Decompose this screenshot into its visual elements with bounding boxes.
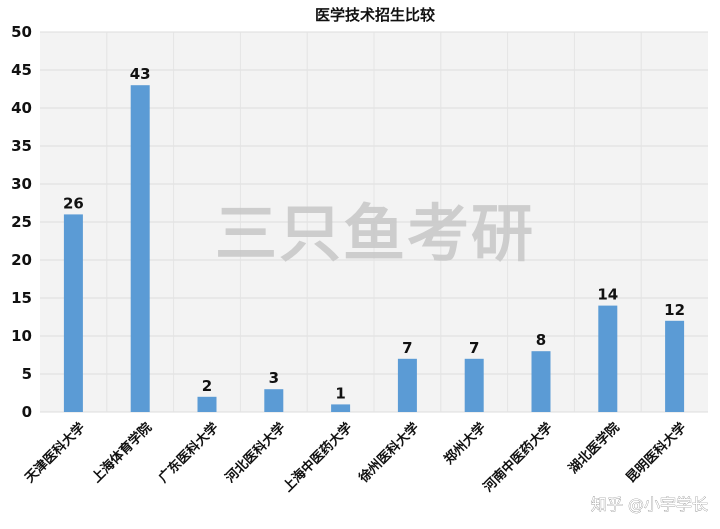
y-tick-label: 50 <box>11 23 32 41</box>
bars <box>63 85 685 412</box>
watermark: 三只鱼考研 <box>215 197 535 270</box>
y-tick-label: 45 <box>11 61 32 79</box>
x-tick-label: 上海中医药大学 <box>280 420 356 496</box>
grid-lines <box>40 31 708 413</box>
x-tick-label: 河北医科大学 <box>222 420 288 486</box>
y-tick-label: 20 <box>11 251 32 269</box>
x-tick-label: 湖北医学院 <box>565 420 622 477</box>
bar <box>531 351 551 412</box>
data-label: 43 <box>130 65 151 83</box>
chart-title: 医学技术招生比较 <box>315 6 435 24</box>
data-label: 3 <box>269 369 279 387</box>
x-tick-label: 徐州医科大学 <box>355 420 422 487</box>
bar <box>397 358 417 412</box>
y-tick-label: 30 <box>11 175 32 193</box>
bar <box>331 404 351 412</box>
data-labels: 26 43 2 3 1 7 7 8 14 12 <box>63 65 685 402</box>
y-tick-label: 40 <box>11 99 32 117</box>
bar <box>264 389 284 412</box>
bar <box>464 358 484 412</box>
y-tick-label: 25 <box>11 213 32 231</box>
bar <box>63 214 83 412</box>
x-tick-label: 昆明医科大学 <box>623 420 689 486</box>
bar <box>598 305 618 412</box>
x-tick-label: 河南中医药大学 <box>480 420 556 496</box>
y-tick-label: 5 <box>22 365 32 383</box>
y-axis-ticks: 0 5 10 15 20 25 30 35 40 45 50 <box>11 23 32 421</box>
bar <box>130 85 150 412</box>
y-tick-label: 15 <box>11 289 32 307</box>
x-tick-label: 郑州大学 <box>441 420 489 468</box>
x-tick-label: 天津医科大学 <box>22 420 88 486</box>
data-label: 12 <box>664 301 685 319</box>
x-tick-label: 上海体育学院 <box>89 420 155 486</box>
data-label: 2 <box>202 377 212 395</box>
bar <box>665 320 685 412</box>
data-label: 7 <box>402 339 412 357</box>
data-label: 7 <box>469 339 479 357</box>
data-label: 26 <box>63 194 84 212</box>
credit-text: 知乎 @小宇学长 <box>591 495 708 514</box>
data-label: 14 <box>597 286 618 304</box>
y-tick-label: 0 <box>22 403 32 421</box>
y-tick-label: 10 <box>11 327 32 345</box>
data-label: 1 <box>335 384 345 402</box>
data-label: 8 <box>536 331 546 349</box>
y-tick-label: 35 <box>11 137 32 155</box>
bar <box>197 396 217 412</box>
x-tick-label: 广东医科大学 <box>155 420 221 486</box>
